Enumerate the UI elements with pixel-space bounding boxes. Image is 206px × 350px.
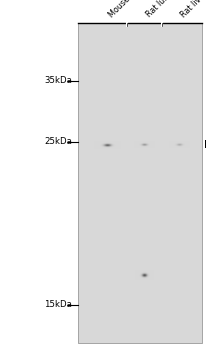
Text: Rat liver: Rat liver [179,0,206,19]
Bar [78,23,202,343]
Text: 35kDa: 35kDa [44,76,72,85]
Text: 15kDa: 15kDa [44,300,72,309]
Text: BCL2: BCL2 [204,140,206,150]
Text: Mouse testis: Mouse testis [107,0,149,19]
Text: Rat lung: Rat lung [144,0,174,19]
Text: 25kDa: 25kDa [44,137,72,146]
